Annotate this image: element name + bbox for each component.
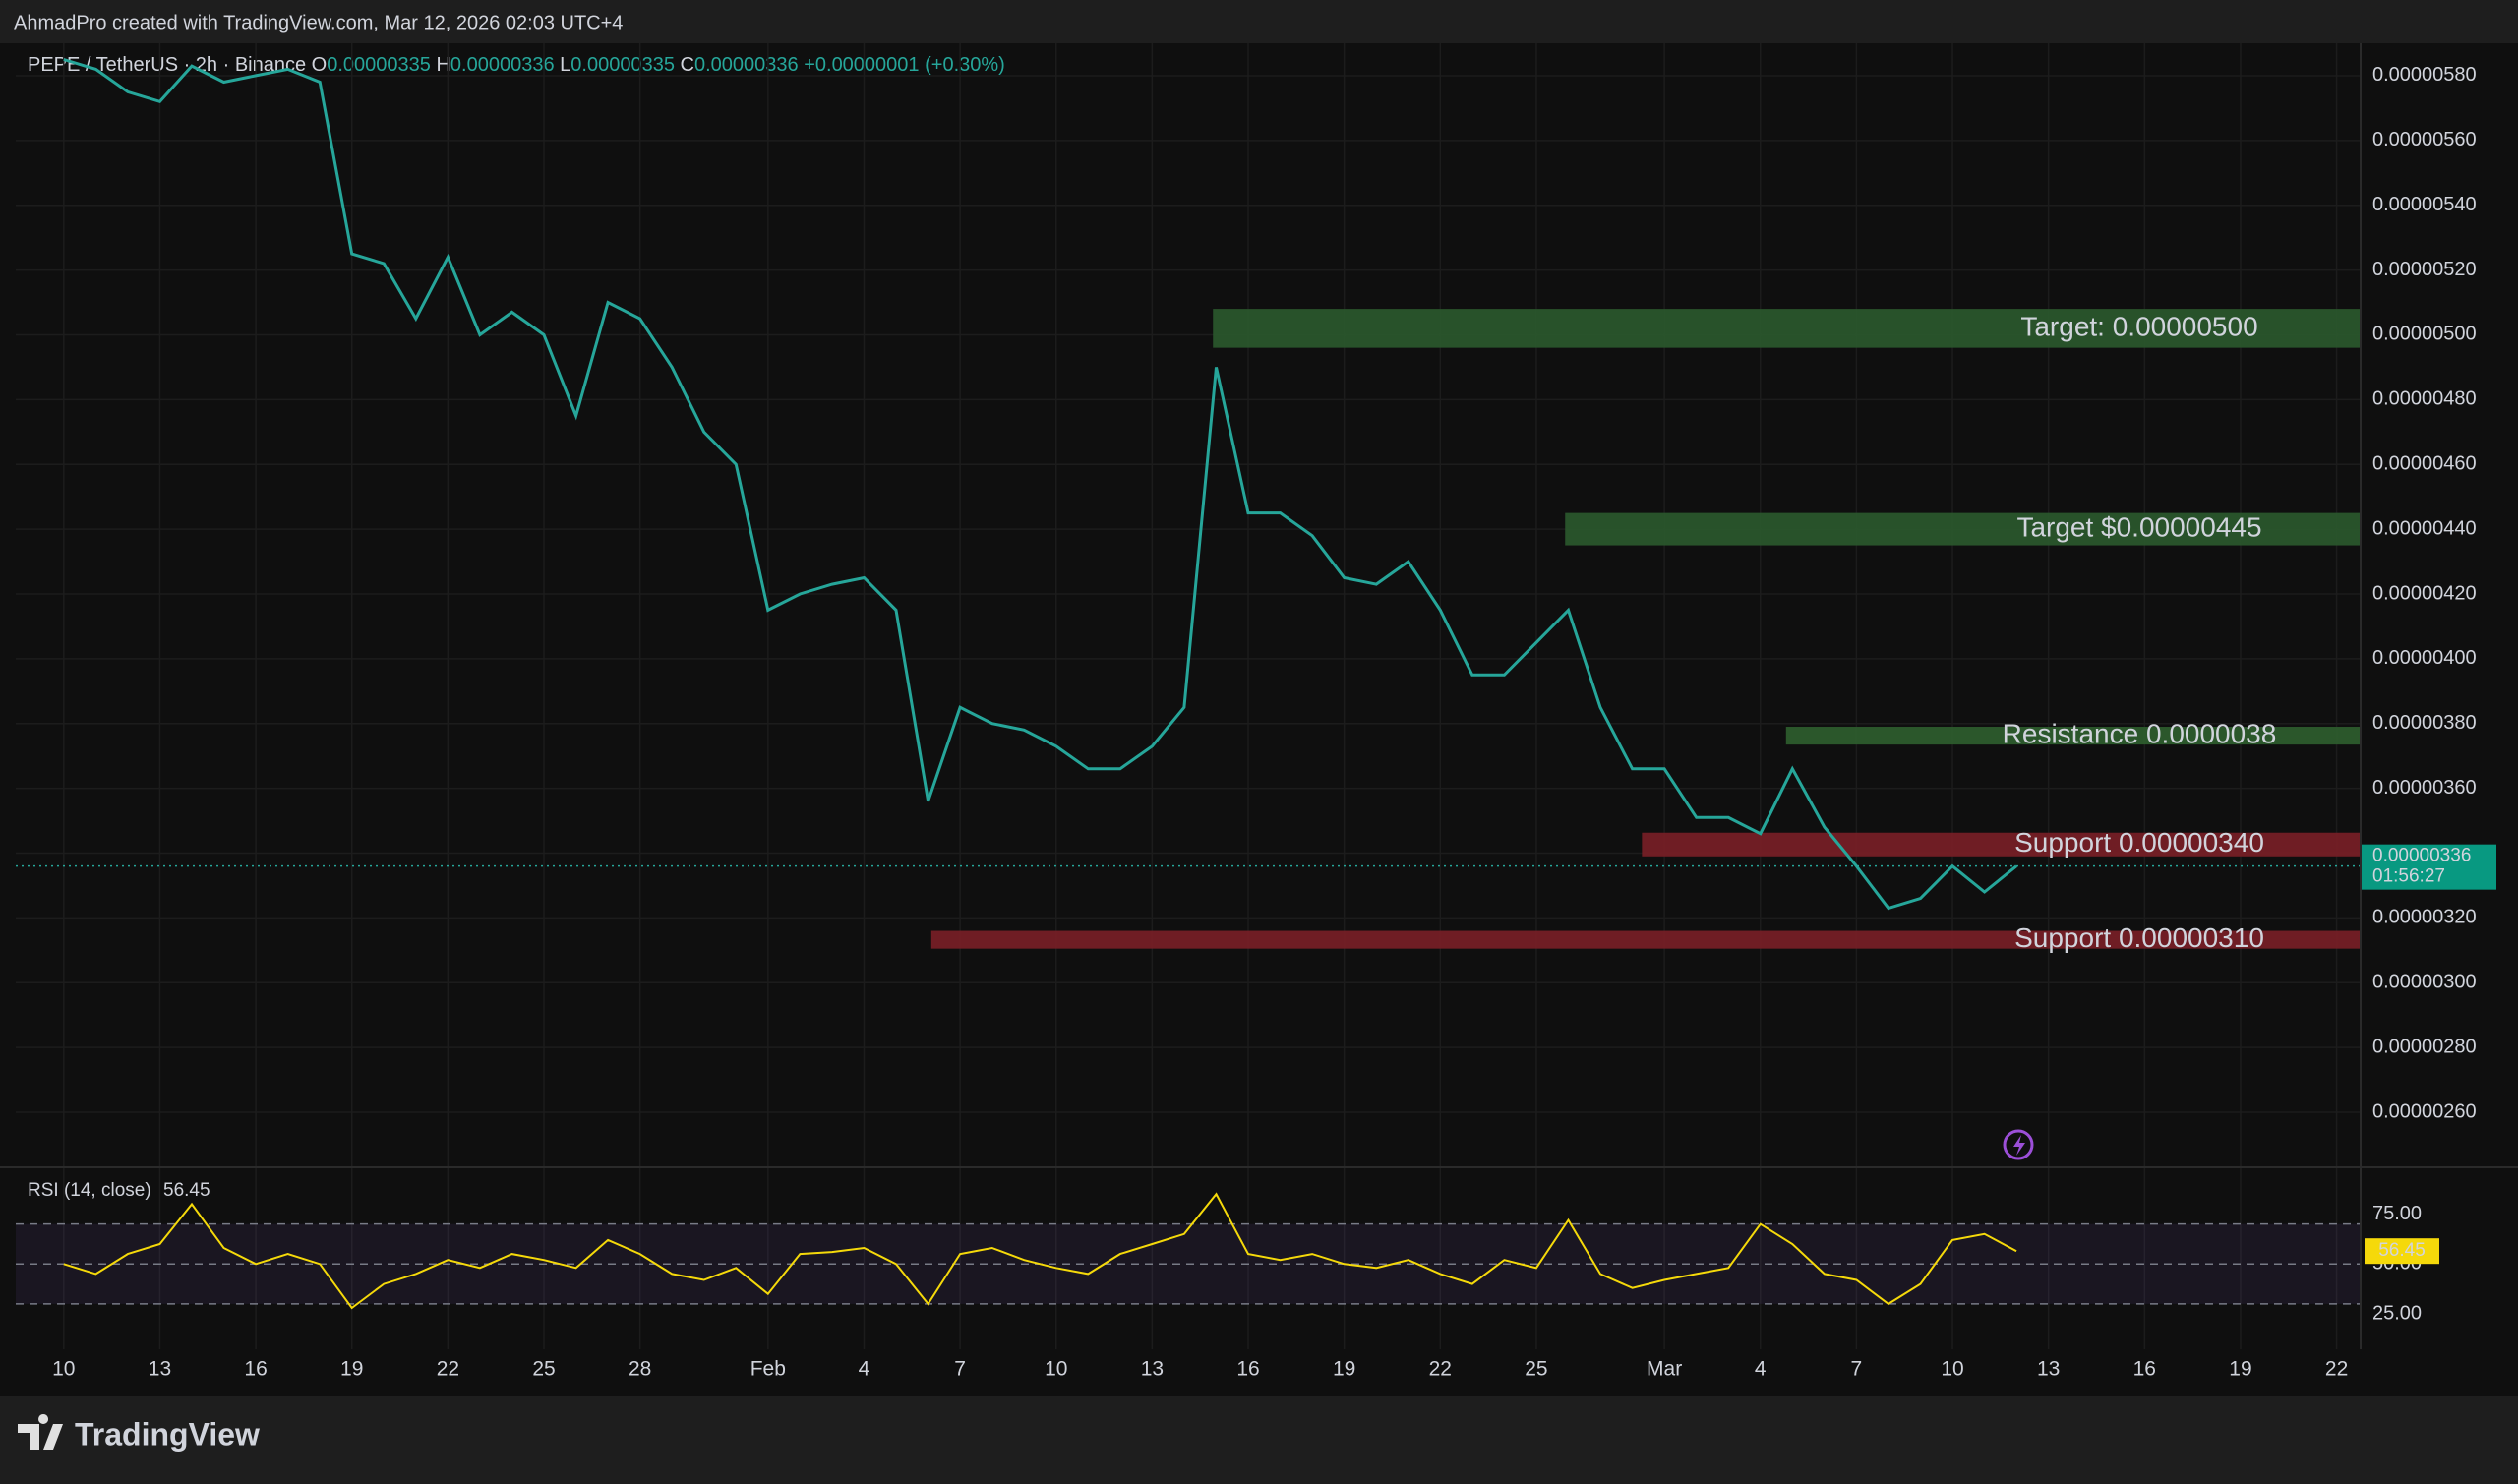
- x-tick-label: 13: [1141, 1358, 1164, 1381]
- x-tick-label: 28: [629, 1358, 651, 1381]
- y-tick-label: 0.00000560: [2372, 129, 2477, 150]
- x-tick-label: 16: [1236, 1358, 1259, 1381]
- rsi-badge: [2365, 1238, 2439, 1265]
- y-tick-label: 0.00000460: [2372, 452, 2477, 474]
- x-tick-label: 7: [1851, 1358, 1863, 1381]
- brand: TradingView: [75, 1416, 260, 1452]
- ohlc-value: 0.00000335: [327, 54, 431, 76]
- top-bar: [0, 0, 2518, 43]
- x-tick-label: 10: [52, 1358, 75, 1381]
- ohlc-value: 0.00000335: [570, 54, 675, 76]
- alert-ring: [2003, 1129, 2034, 1160]
- x-tick-label: 13: [149, 1358, 171, 1381]
- zone-label: Support 0.00000340: [2014, 827, 2264, 858]
- price-zone: [1213, 309, 2361, 348]
- countdown: 01:56:27: [2372, 866, 2445, 887]
- x-tick-label: 25: [532, 1358, 555, 1381]
- alert-bolt: [2013, 1135, 2025, 1156]
- zone-label: Support 0.00000310: [2014, 922, 2264, 953]
- attribution: AhmadPro created with TradingView.com, M…: [14, 12, 623, 33]
- y-tick-label: 0.00000300: [2372, 972, 2477, 993]
- rsi-badge-label: 56.45: [2378, 1240, 2426, 1261]
- logo-mark: [18, 1414, 63, 1450]
- y-tick-label: 0.00000480: [2372, 388, 2477, 410]
- y-tick-label: 0.00000440: [2372, 517, 2477, 539]
- ohlc-key: C: [681, 54, 694, 76]
- zone-label: Target $0.00000445: [2016, 511, 2261, 542]
- y-tick-label: 0.00000260: [2372, 1100, 2477, 1122]
- x-tick-label: Feb: [750, 1358, 786, 1381]
- x-tick-label: 19: [340, 1358, 363, 1381]
- ohlc-key: L: [560, 54, 570, 76]
- y-tick-label: 0.00000540: [2372, 194, 2477, 215]
- x-tick-label: 10: [1941, 1358, 1963, 1381]
- ohlc-key: O: [312, 54, 328, 76]
- y-tick-label: 0.00000320: [2372, 907, 2477, 928]
- x-tick-label: 19: [2229, 1358, 2251, 1381]
- price-zone: [930, 930, 2361, 949]
- x-tick-label: 25: [1525, 1358, 1547, 1381]
- price-zone: [1785, 727, 2361, 745]
- rsi-line: [63, 1192, 2017, 1310]
- y-tick-label: 25.00: [2372, 1302, 2422, 1324]
- ohlc-value: 0.00000336: [450, 54, 555, 76]
- y-tick-label: 0.00000380: [2372, 712, 2477, 734]
- rsi-title: RSI (14, close): [28, 1180, 151, 1201]
- brand-logo: TradingView: [18, 1414, 260, 1452]
- y-tick-label: 0.00000360: [2372, 777, 2477, 799]
- x-tick-label: 22: [437, 1358, 459, 1381]
- y-tick-label: 0.00000500: [2372, 324, 2477, 345]
- x-tick-label: 7: [954, 1358, 966, 1381]
- price-change: +0.00000001 (+0.30%): [804, 54, 1005, 76]
- x-tick-label: 10: [1045, 1358, 1067, 1381]
- ohlc-key: H: [436, 54, 450, 76]
- price-line: [63, 58, 2018, 911]
- y-tick-label: 75.00: [2372, 1203, 2422, 1224]
- price-badge-label: 0.00000336: [2372, 846, 2471, 866]
- price-zone: [1565, 512, 2361, 546]
- alert-icon[interactable]: [2003, 1129, 2034, 1160]
- y-tick-label: 0.00000580: [2372, 64, 2477, 86]
- x-tick-label: 4: [859, 1358, 870, 1381]
- x-tick-label: 19: [1333, 1358, 1355, 1381]
- y-tick-label: 0.00000420: [2372, 582, 2477, 604]
- ohlc-value: 0.00000336: [694, 54, 799, 76]
- bottom-bar: [0, 1396, 2518, 1484]
- zone-label: Resistance 0.0000038: [2003, 718, 2277, 748]
- symbol-header: PEPE / TetherUS · 2h · Binance O0.000003…: [28, 54, 1005, 76]
- x-tick-label: Mar: [1647, 1358, 1682, 1381]
- x-tick-label: 4: [1755, 1358, 1767, 1381]
- price-zone: [1642, 832, 2361, 857]
- rsi-current: 56.45: [163, 1180, 210, 1201]
- y-tick-label: 0.00000280: [2372, 1036, 2477, 1057]
- y-tick-label: 0.00000520: [2372, 259, 2477, 280]
- x-tick-label: 22: [1429, 1358, 1452, 1381]
- y-tick-label: 0.00000400: [2372, 647, 2477, 669]
- x-tick-label: 13: [2037, 1358, 2060, 1381]
- x-tick-label: 16: [244, 1358, 267, 1381]
- price-badge: [2361, 844, 2496, 890]
- zone-label: Target: 0.00000500: [2020, 311, 2257, 341]
- x-tick-label: 22: [2325, 1358, 2348, 1381]
- x-tick-label: 16: [2133, 1358, 2156, 1381]
